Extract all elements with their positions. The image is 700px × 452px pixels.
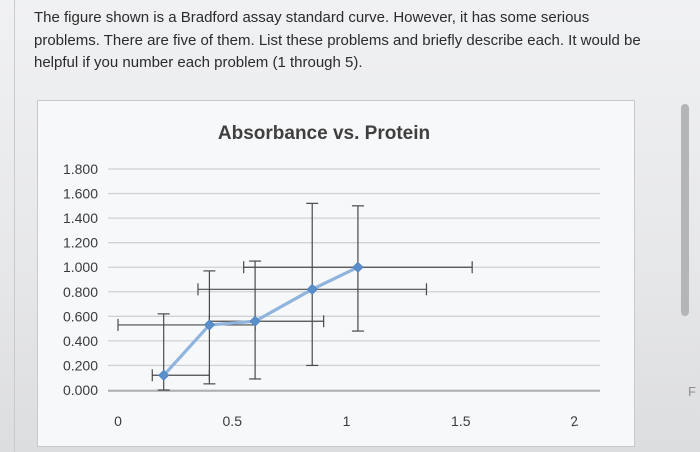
data-point-marker [249,315,261,327]
data-point-marker [203,319,215,331]
x-tick-label: 1.5 [451,413,471,429]
error-bars [117,202,473,391]
y-tick-label: 1.600 [63,186,98,202]
y-axis-tick-labels: 0.000 0.200 0.400 0.600 0.800 1.000 1.200 1.400… [63,161,98,398]
x-axis-tick-labels: 0 0.5 1 1.5 2 [114,413,579,430]
edge-letter: F [688,384,696,399]
y-tick-label: 0.800 [63,284,98,300]
y-tick-label: 0.600 [63,308,98,324]
x-tick-label: 0.5 [223,413,243,429]
chart-title: Absorbance vs. Protein [218,123,430,144]
data-point-marker [352,261,364,273]
data-point-marker [306,283,318,295]
x-tick-label: 2 [569,413,579,430]
y-tick-label: 0.400 [63,333,98,349]
data-markers [158,261,364,381]
chart-frame [37,100,635,447]
y-tick-label: 1.800 [63,161,98,177]
y-tick-label: 1.000 [63,259,98,275]
y-tick-label: 1.200 [63,235,98,251]
y-tick-label: 0.200 [63,357,98,373]
y-tick-label: 1.400 [63,210,98,226]
page-left-border [14,0,15,452]
gridlines [108,168,600,392]
x-tick-label: 0 [114,413,122,429]
y-tick-label: 0.000 [63,382,98,398]
scrollbar-thumb[interactable] [681,104,689,316]
data-point-marker [158,369,170,381]
question-text: The figure shown is a Bradford assay sta… [34,9,641,71]
x-tick-label: 1 [343,413,351,429]
